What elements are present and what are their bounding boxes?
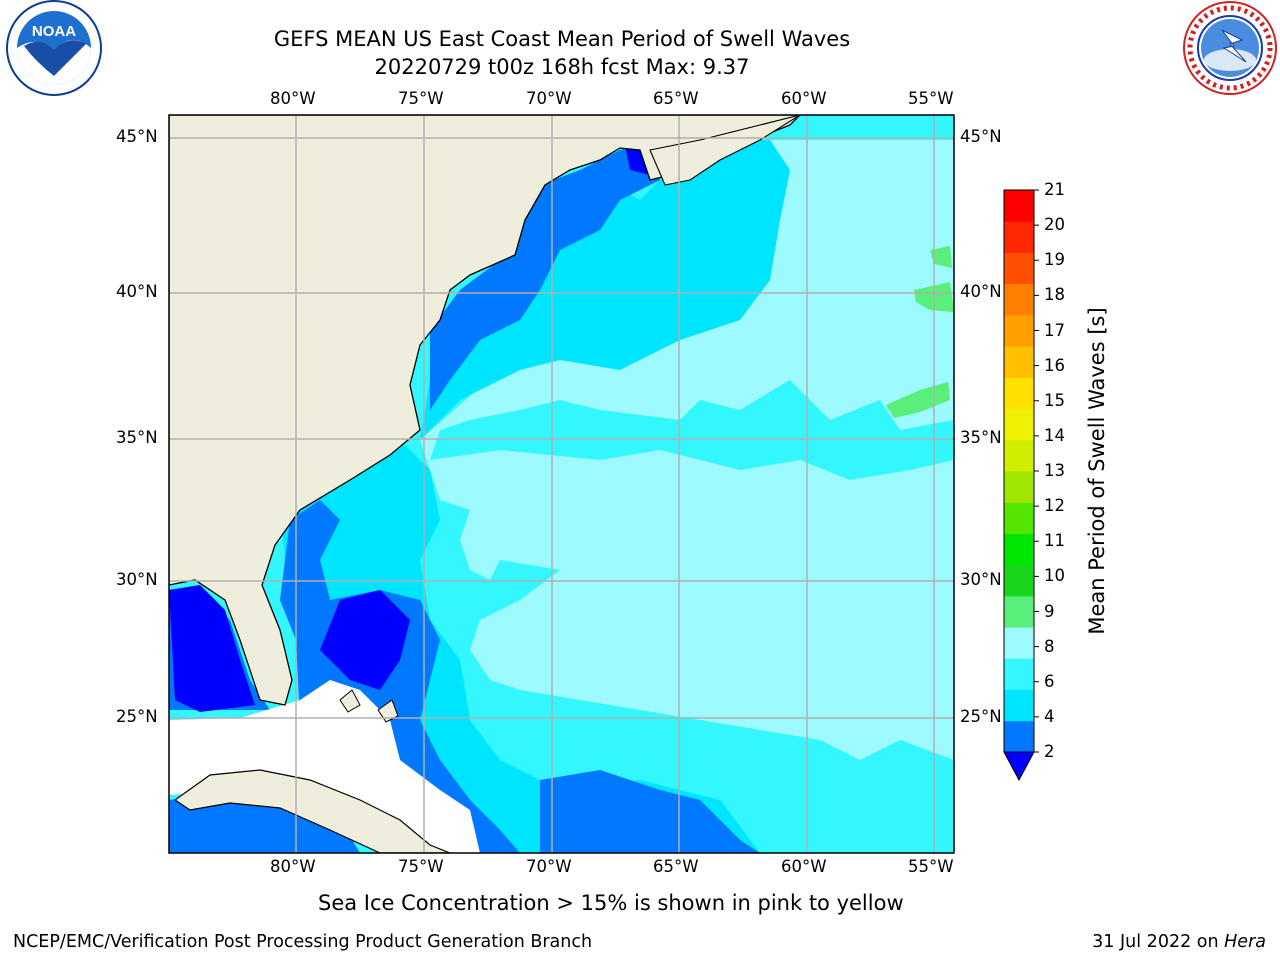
noaa-logo: NOAA: [6, 0, 102, 96]
colorbar-under-triangle: [1003, 751, 1035, 782]
lon-label-top-75w: 75°W: [398, 89, 444, 108]
colorbar-segment: [1004, 439, 1034, 472]
period-band-lt2-bahamas: [320, 590, 410, 690]
lat-label-right-40n: 40°N: [960, 282, 1002, 301]
lon-label-bottom-60w: 60°W: [781, 857, 827, 876]
colorbar-tick-label: 4: [1044, 706, 1055, 726]
colorbar-segment: [1004, 533, 1034, 566]
colorbar-tick-label: 15: [1044, 390, 1065, 410]
lon-label-bottom-70w: 70°W: [526, 857, 572, 876]
footer-host: Hera: [1224, 932, 1266, 952]
colorbar-segment: [1004, 252, 1034, 285]
lat-label-right-25n: 25°N: [960, 707, 1002, 726]
colorbar-segment: [1004, 283, 1034, 316]
colorbar-segment: [1004, 502, 1034, 534]
period-band-9-10c: [930, 246, 952, 268]
colorbar-segment: [1004, 190, 1034, 222]
no-data-area: [169, 680, 480, 853]
colorbar-segment: [1004, 658, 1034, 691]
chart-title: GEFS MEAN US East Coast Mean Period of S…: [273, 27, 851, 51]
colorbar-tick-label: 9: [1044, 601, 1055, 621]
footer-date: 31 Jul 2022 on Hera: [1092, 932, 1266, 952]
lon-label-top-65w: 65°W: [653, 89, 699, 108]
colorbar-segment: [1004, 408, 1034, 441]
lon-label-top-80w: 80°W: [270, 89, 316, 108]
colorbar-tick-label: 10: [1044, 566, 1065, 586]
lon-label-top-70w: 70°W: [526, 89, 572, 108]
lon-label-bottom-55w: 55°W: [908, 857, 954, 876]
lat-label-left-40n: 40°N: [116, 282, 158, 301]
colorbar-segment: [1004, 471, 1034, 503]
lat-label-left-45n: 45°N: [116, 127, 158, 146]
period-band-8-9b: [810, 210, 954, 340]
map-frame: [168, 114, 955, 854]
chart-subtitle: 20220729 t00z 168h fcst Max: 9.37: [374, 55, 750, 79]
colorbar-tick-label: 20: [1044, 215, 1065, 235]
lat-label-right-30n: 30°N: [960, 570, 1002, 589]
colorbar-tick-label: 17: [1044, 320, 1065, 340]
footer-date-text: 31 Jul 2022 on: [1092, 932, 1225, 952]
colorbar-tick-label: 14: [1044, 425, 1065, 445]
colorbar-label: Mean Period of Swell Waves [s]: [1085, 307, 1109, 635]
colorbar-tick-label: 16: [1044, 355, 1065, 375]
sea-ice-note: Sea Ice Concentration > 15% is shown in …: [318, 891, 904, 915]
colorbar-tick-label: 13: [1044, 461, 1065, 480]
colorbar-segment: [1004, 221, 1034, 253]
land-cuba: [173, 769, 451, 853]
colorbar-segment: [1004, 689, 1034, 722]
footer-credit: NCEP/EMC/Verification Post Processing Pr…: [13, 932, 593, 952]
colorbar-segment: [1004, 377, 1034, 410]
period-band-lt2-gulf: [169, 585, 255, 712]
colorbar-segment: [1004, 595, 1034, 628]
colorbar-tick-label: 6: [1044, 671, 1055, 691]
lon-label-bottom-80w: 80°W: [270, 857, 316, 876]
period-band-2-4-north: [430, 140, 660, 410]
lon-label-bottom-75w: 75°W: [398, 857, 444, 876]
lon-label-top-55w: 55°W: [908, 89, 954, 108]
lat-label-left-35n: 35°N: [116, 428, 158, 447]
colorbar-tick-label: 8: [1044, 636, 1055, 656]
colorbar-tick-label: 18: [1044, 285, 1065, 305]
colorbar-segment: [1004, 627, 1034, 659]
nws-logo: [1183, 1, 1277, 95]
lat-label-left-25n: 25°N: [116, 707, 158, 726]
colorbar-tick-label: 12: [1044, 496, 1065, 516]
lat-label-left-30n: 30°N: [116, 570, 158, 589]
colorbar-segment: [1004, 720, 1034, 753]
colorbar-segment: [1004, 346, 1034, 378]
colorbar-tick-label: 2: [1044, 742, 1055, 761]
colorbar-tick-label: 19: [1044, 250, 1065, 270]
colorbar: [1003, 189, 1039, 782]
lon-label-top-60w: 60°W: [781, 89, 827, 108]
period-band-2-4-south: [540, 770, 760, 853]
colorbar-segment: [1004, 564, 1034, 597]
colorbar-tick-label: 21: [1044, 180, 1065, 199]
colorbar-tick-label: 11: [1044, 531, 1065, 551]
noaa-logo-text: NOAA: [32, 23, 76, 40]
lon-label-bottom-65w: 65°W: [653, 857, 699, 876]
lat-label-right-45n: 45°N: [960, 127, 1002, 146]
colorbar-segment: [1004, 314, 1034, 347]
land-nova-scotia: [649, 115, 801, 186]
lat-label-right-35n: 35°N: [960, 428, 1002, 447]
graticule: [169, 115, 954, 853]
period-band-4-6: [420, 140, 790, 440]
period-band-4-6b: [280, 440, 760, 853]
map-area: [169, 115, 954, 853]
